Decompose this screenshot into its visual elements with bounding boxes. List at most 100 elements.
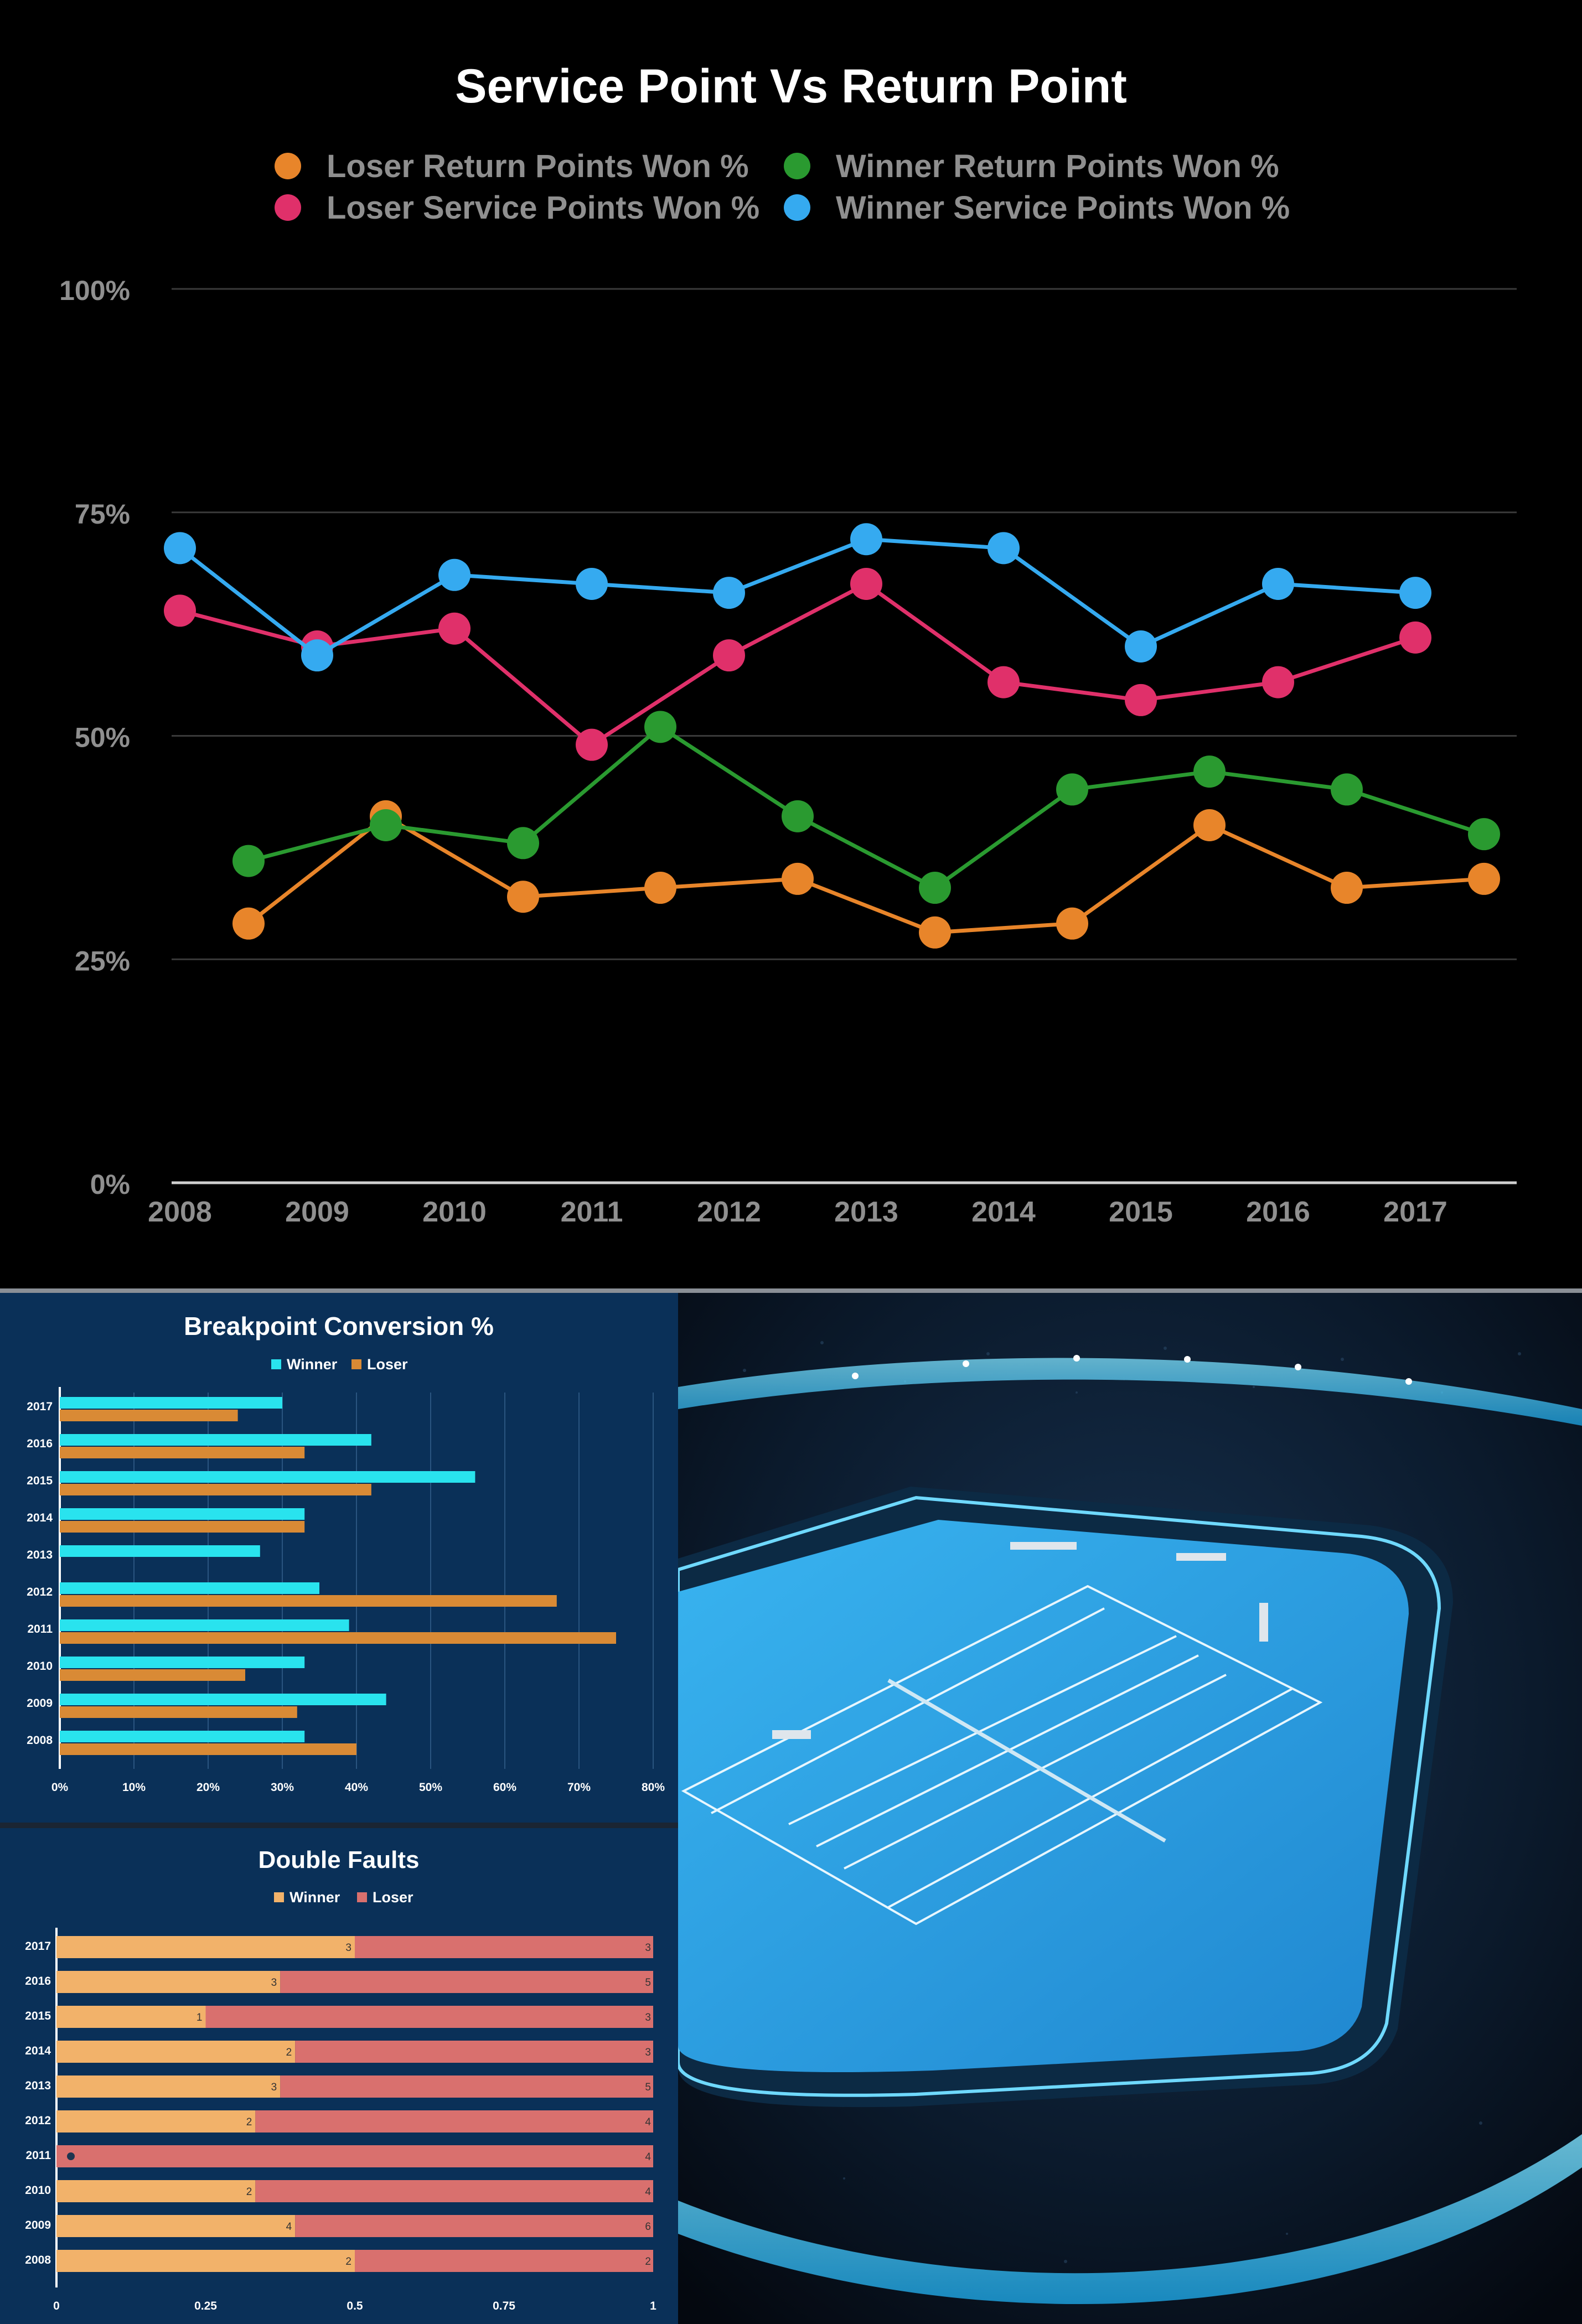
chart-title: Service Point Vs Return Point [455, 60, 1127, 113]
bar [56, 2006, 206, 2028]
bar [56, 2145, 653, 2167]
legend-label: Loser [367, 1356, 408, 1373]
data-point [370, 809, 402, 841]
tennis-stadium-photo [678, 1293, 1582, 2324]
data-point [1125, 630, 1157, 662]
data-point [782, 800, 814, 832]
x-tick-label: 2009 [285, 1196, 349, 1228]
legend-marker [784, 194, 810, 221]
series-line [247, 814, 1485, 935]
data-label: 1 [197, 2012, 203, 2023]
bar [60, 1619, 349, 1631]
bar [205, 2006, 653, 2028]
upper-ring-light [678, 1358, 1582, 1426]
legend-marker [784, 153, 810, 179]
data-point [164, 532, 196, 565]
bar [60, 1743, 356, 1755]
zero-marker [67, 2152, 75, 2160]
x-tick-label: 30% [271, 1781, 294, 1794]
bar [60, 1731, 305, 1742]
bar [56, 2041, 296, 2063]
bar [56, 2250, 355, 2272]
data-point [576, 567, 608, 600]
x-tick-label: 2012 [697, 1196, 761, 1228]
bar [60, 1706, 297, 1718]
courtside-boards [772, 1542, 1268, 1739]
y-tick-label: 2013 [25, 2079, 51, 2092]
x-tick-label: 0.75 [493, 2300, 515, 2312]
data-point [919, 916, 951, 949]
bar [60, 1521, 305, 1533]
data-label: 5 [645, 1977, 651, 1989]
x-tick-label: 2017 [1383, 1196, 1447, 1228]
data-point [850, 523, 882, 556]
x-tick-label: 2011 [561, 1196, 623, 1228]
bar [280, 2075, 653, 2098]
data-point [1331, 773, 1363, 806]
data-point [850, 567, 882, 600]
bar [60, 1397, 282, 1409]
data-label: 2 [246, 2186, 252, 2198]
double-faults-chart-panel: Double Faults Winner Loser 0 0.25 0.5 0.75 1 201… [0, 1828, 678, 2324]
data-point [232, 845, 265, 877]
data-point [644, 711, 676, 743]
data-label: 5 [645, 2082, 651, 2093]
x-tick-label: 60% [493, 1781, 516, 1794]
bar [60, 1508, 305, 1520]
tennis-net [887, 1678, 1166, 1843]
bar [355, 1936, 653, 1958]
bar [295, 2041, 653, 2063]
x-tick-label: 2013 [834, 1196, 898, 1228]
bar [56, 1936, 355, 1958]
data-point [1193, 809, 1226, 841]
x-tick-label: 2015 [1109, 1196, 1173, 1228]
y-tick-label: 2008 [25, 2254, 51, 2266]
y-tick-label: 2008 [27, 1734, 53, 1747]
x-tick-label: 0.5 [347, 2300, 363, 2312]
data-label: 3 [345, 1942, 351, 1954]
chart-title: Double Faults [259, 1846, 420, 1873]
data-point [1262, 567, 1294, 600]
y-tick-label: 2017 [27, 1400, 53, 1413]
bar [60, 1447, 305, 1458]
series-line [248, 724, 1485, 891]
bar [60, 1410, 238, 1421]
data-point [1399, 621, 1431, 654]
bar [56, 2110, 256, 2133]
bar [56, 2075, 281, 2098]
breakpoint-chart-panel: Breakpoint Conversion % Winner Loser 0% 10% 2… [0, 1293, 678, 1823]
bar [60, 1582, 319, 1594]
divider [0, 1288, 1582, 1293]
data-point [1125, 684, 1157, 716]
x-tick-label: 80% [642, 1781, 665, 1794]
data-label: 2 [345, 2256, 351, 2268]
bar [60, 1595, 557, 1607]
divider [0, 1823, 678, 1828]
x-tick-label: 40% [345, 1781, 368, 1794]
data-label: 2 [645, 2256, 651, 2268]
stadium-lights [852, 1355, 1412, 1385]
legend-label: Winner [287, 1356, 338, 1373]
service-return-chart-panel: Service Point Vs Return Point Loser Retur… [59, 60, 1517, 1228]
data-point [164, 594, 196, 627]
y-tick-label: 25% [75, 945, 130, 976]
data-point [1399, 577, 1431, 609]
legend-label: Winner Return Points Won % [836, 148, 1279, 184]
x-tick-label: 2014 [971, 1196, 1036, 1228]
bar [56, 2180, 256, 2202]
y-tick-label: 2012 [27, 1586, 53, 1598]
data-point [644, 872, 676, 904]
y-tick-label: 75% [75, 499, 130, 530]
data-label: 4 [645, 2186, 651, 2198]
y-tick-label: 2009 [27, 1697, 53, 1710]
x-tick-label: 1 [650, 2300, 656, 2312]
y-tick-label: 2012 [25, 2114, 51, 2127]
breakpoint-bar-chart: Breakpoint Conversion % Winner Loser 0% 10% 2… [27, 1312, 665, 1794]
bar [255, 2180, 653, 2202]
x-tick-label: 20% [197, 1781, 220, 1794]
x-tick-label: 10% [122, 1781, 146, 1794]
data-point [713, 639, 745, 672]
data-point [1193, 755, 1226, 788]
bar [280, 1971, 653, 1993]
data-point [1331, 872, 1363, 904]
